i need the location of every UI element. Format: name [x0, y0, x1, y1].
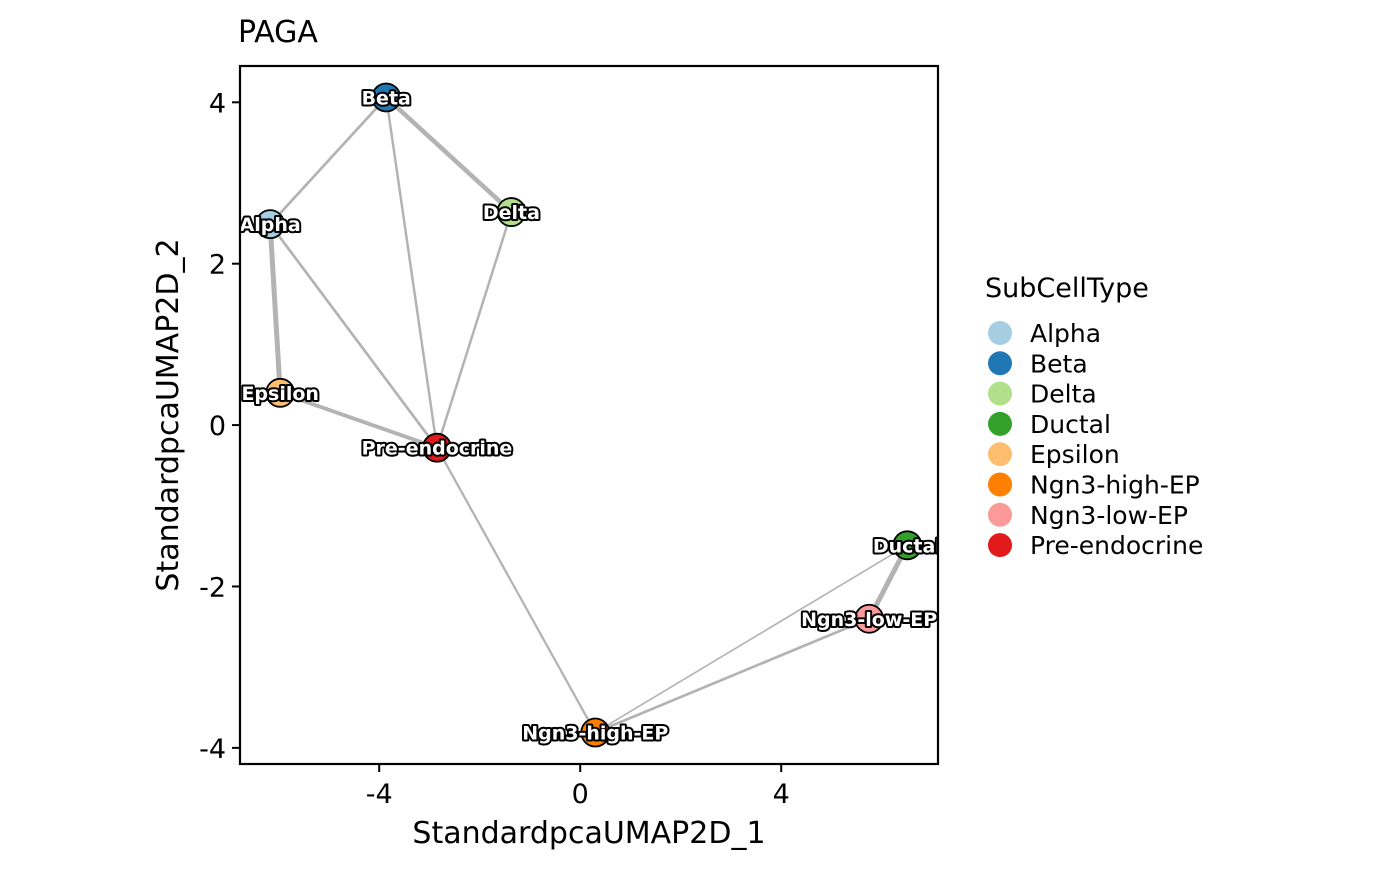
- legend-label-Alpha: Alpha: [1030, 319, 1101, 348]
- edge-Pre-endocrine-Ngn3-high-EP: [435, 446, 597, 734]
- y-axis: -4 -2 0 2 4: [199, 88, 240, 765]
- edge-Beta-Alpha: [268, 96, 388, 226]
- node-Ngn3-high-EP: [580, 717, 611, 748]
- legend-swatch-Pre-endocrine: [988, 533, 1012, 558]
- y-tick-label: 0: [209, 411, 226, 442]
- x-tick-label: 4: [773, 779, 790, 810]
- y-axis-label: StandardpcaUMAP2D_2: [151, 238, 186, 591]
- legend-swatch-Beta: [988, 351, 1012, 376]
- node-label-Delta: Delta: [483, 202, 540, 224]
- node-label-Pre-endocrine: Pre-endocrine: [362, 438, 513, 460]
- legend-label-Ngn3-low-EP: Ngn3-low-EP: [1030, 501, 1188, 530]
- x-axis-label: StandardpcaUMAP2D_1: [412, 816, 765, 851]
- edge-Alpha-Epsilon: [267, 221, 283, 396]
- edge-Delta-Pre-endocrine: [435, 210, 513, 449]
- y-tick-label: -4: [199, 734, 226, 765]
- y-tick-label: -2: [199, 572, 226, 603]
- node-Ngn3-low-EP: [854, 603, 885, 634]
- chart-title: PAGA: [238, 15, 318, 50]
- node-label-Ngn3-low-EP: Ngn3-low-EP: [801, 609, 937, 631]
- edge-Beta-Pre-endocrine: [384, 96, 439, 449]
- legend-label-Delta: Delta: [1030, 380, 1097, 409]
- y-tick-label: 4: [209, 88, 226, 119]
- node-Beta: [371, 82, 402, 113]
- legend-title: SubCellType: [985, 273, 1149, 304]
- x-axis: -4 0 4: [366, 764, 790, 810]
- edge-Epsilon-Pre-endocrine: [278, 390, 439, 450]
- edges: [267, 95, 910, 734]
- edge-Beta-Delta: [383, 95, 514, 215]
- node-label-Epsilon: Epsilon: [241, 383, 319, 405]
- legend-swatch-Alpha: [988, 321, 1012, 345]
- node-Epsilon: [265, 377, 296, 408]
- legend-label-Epsilon: Epsilon: [1030, 440, 1120, 469]
- node-Ductal: [892, 530, 923, 561]
- legend-swatch-Ngn3-high-EP: [988, 472, 1012, 497]
- legend-label-Ductal: Ductal: [1030, 410, 1111, 439]
- edge-Ngn3-high-EP-Ngn3-low-EP: [593, 617, 871, 734]
- x-tick-label: 0: [572, 779, 589, 810]
- node-Alpha: [255, 209, 286, 240]
- legend-label-Ngn3-high-EP: Ngn3-high-EP: [1030, 471, 1200, 500]
- legend-label-Beta: Beta: [1030, 349, 1088, 378]
- node-Pre-endocrine: [422, 432, 452, 463]
- plot-border: [238, 64, 940, 766]
- legend-swatch-Ductal: [988, 411, 1012, 436]
- legend: AlphaBetaDeltaDuctalEpsilonNgn3-high-EPN…: [988, 319, 1203, 560]
- legend-label-Pre-endocrine: Pre-endocrine: [1030, 531, 1203, 560]
- node-Delta: [496, 197, 527, 227]
- edge-Alpha-Pre-endocrine: [268, 222, 439, 450]
- node-label-Ductal: Ductal: [873, 535, 942, 557]
- node-labels: Alpha Beta Delta Ductal Epsilon Ngn3-high-EP N…: [240, 85, 942, 746]
- edge-Ngn3-high-EP-Ductal: [594, 544, 909, 734]
- legend-swatch-Delta: [988, 381, 1012, 406]
- node-label-Ngn3-high-EP: Ngn3-high-EP: [522, 723, 668, 745]
- legend-swatch-Epsilon: [988, 442, 1012, 467]
- legend-swatch-Ngn3-low-EP: [988, 502, 1012, 527]
- node-label-Alpha: Alpha: [240, 214, 301, 236]
- nodes: [255, 82, 923, 748]
- x-tick-label: -4: [366, 779, 393, 810]
- y-tick-label: 2: [209, 250, 226, 281]
- node-label-Beta: Beta: [362, 87, 411, 109]
